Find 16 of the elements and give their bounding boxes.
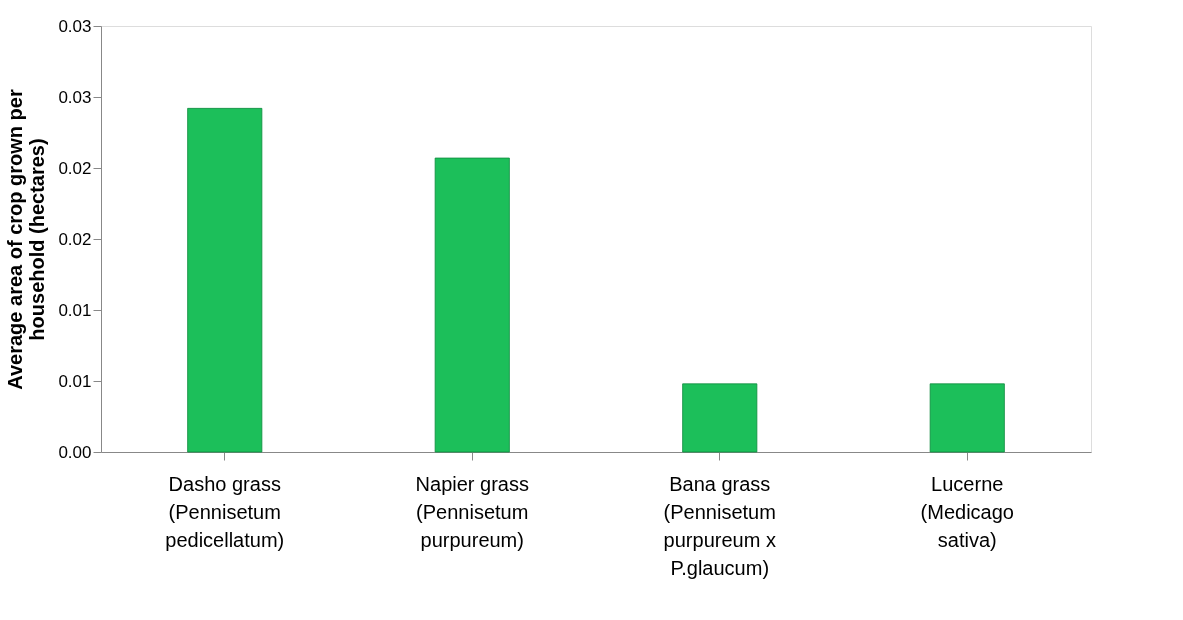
x-tick-label: Bana grass (Pennisetum purpureum x P.glaucum): [663, 472, 776, 579]
x-tick-label: Lucerne (Medicago sativa): [920, 472, 1014, 551]
y-tick-label: 0.03: [58, 87, 92, 107]
y-tick-label: 0.02: [58, 229, 92, 249]
x-tick-label: Napier grass (Pennisetum purpureum): [415, 472, 529, 551]
bar: [682, 383, 758, 453]
y-axis-title: Average area of crop grown per household (hectares): [4, 89, 49, 390]
y-tick-label: 0.03: [58, 16, 92, 36]
y-tick-label: 0.01: [58, 300, 92, 320]
bar: [434, 157, 510, 453]
y-tick-label: 0.02: [58, 158, 92, 178]
bar: [187, 107, 263, 453]
x-tick-label: Dasho grass (Pennisetum pedicellatum): [165, 472, 285, 551]
bar: [929, 383, 1005, 453]
y-tick-label: 0.01: [58, 371, 92, 391]
y-tick-label: 0.00: [58, 442, 92, 462]
